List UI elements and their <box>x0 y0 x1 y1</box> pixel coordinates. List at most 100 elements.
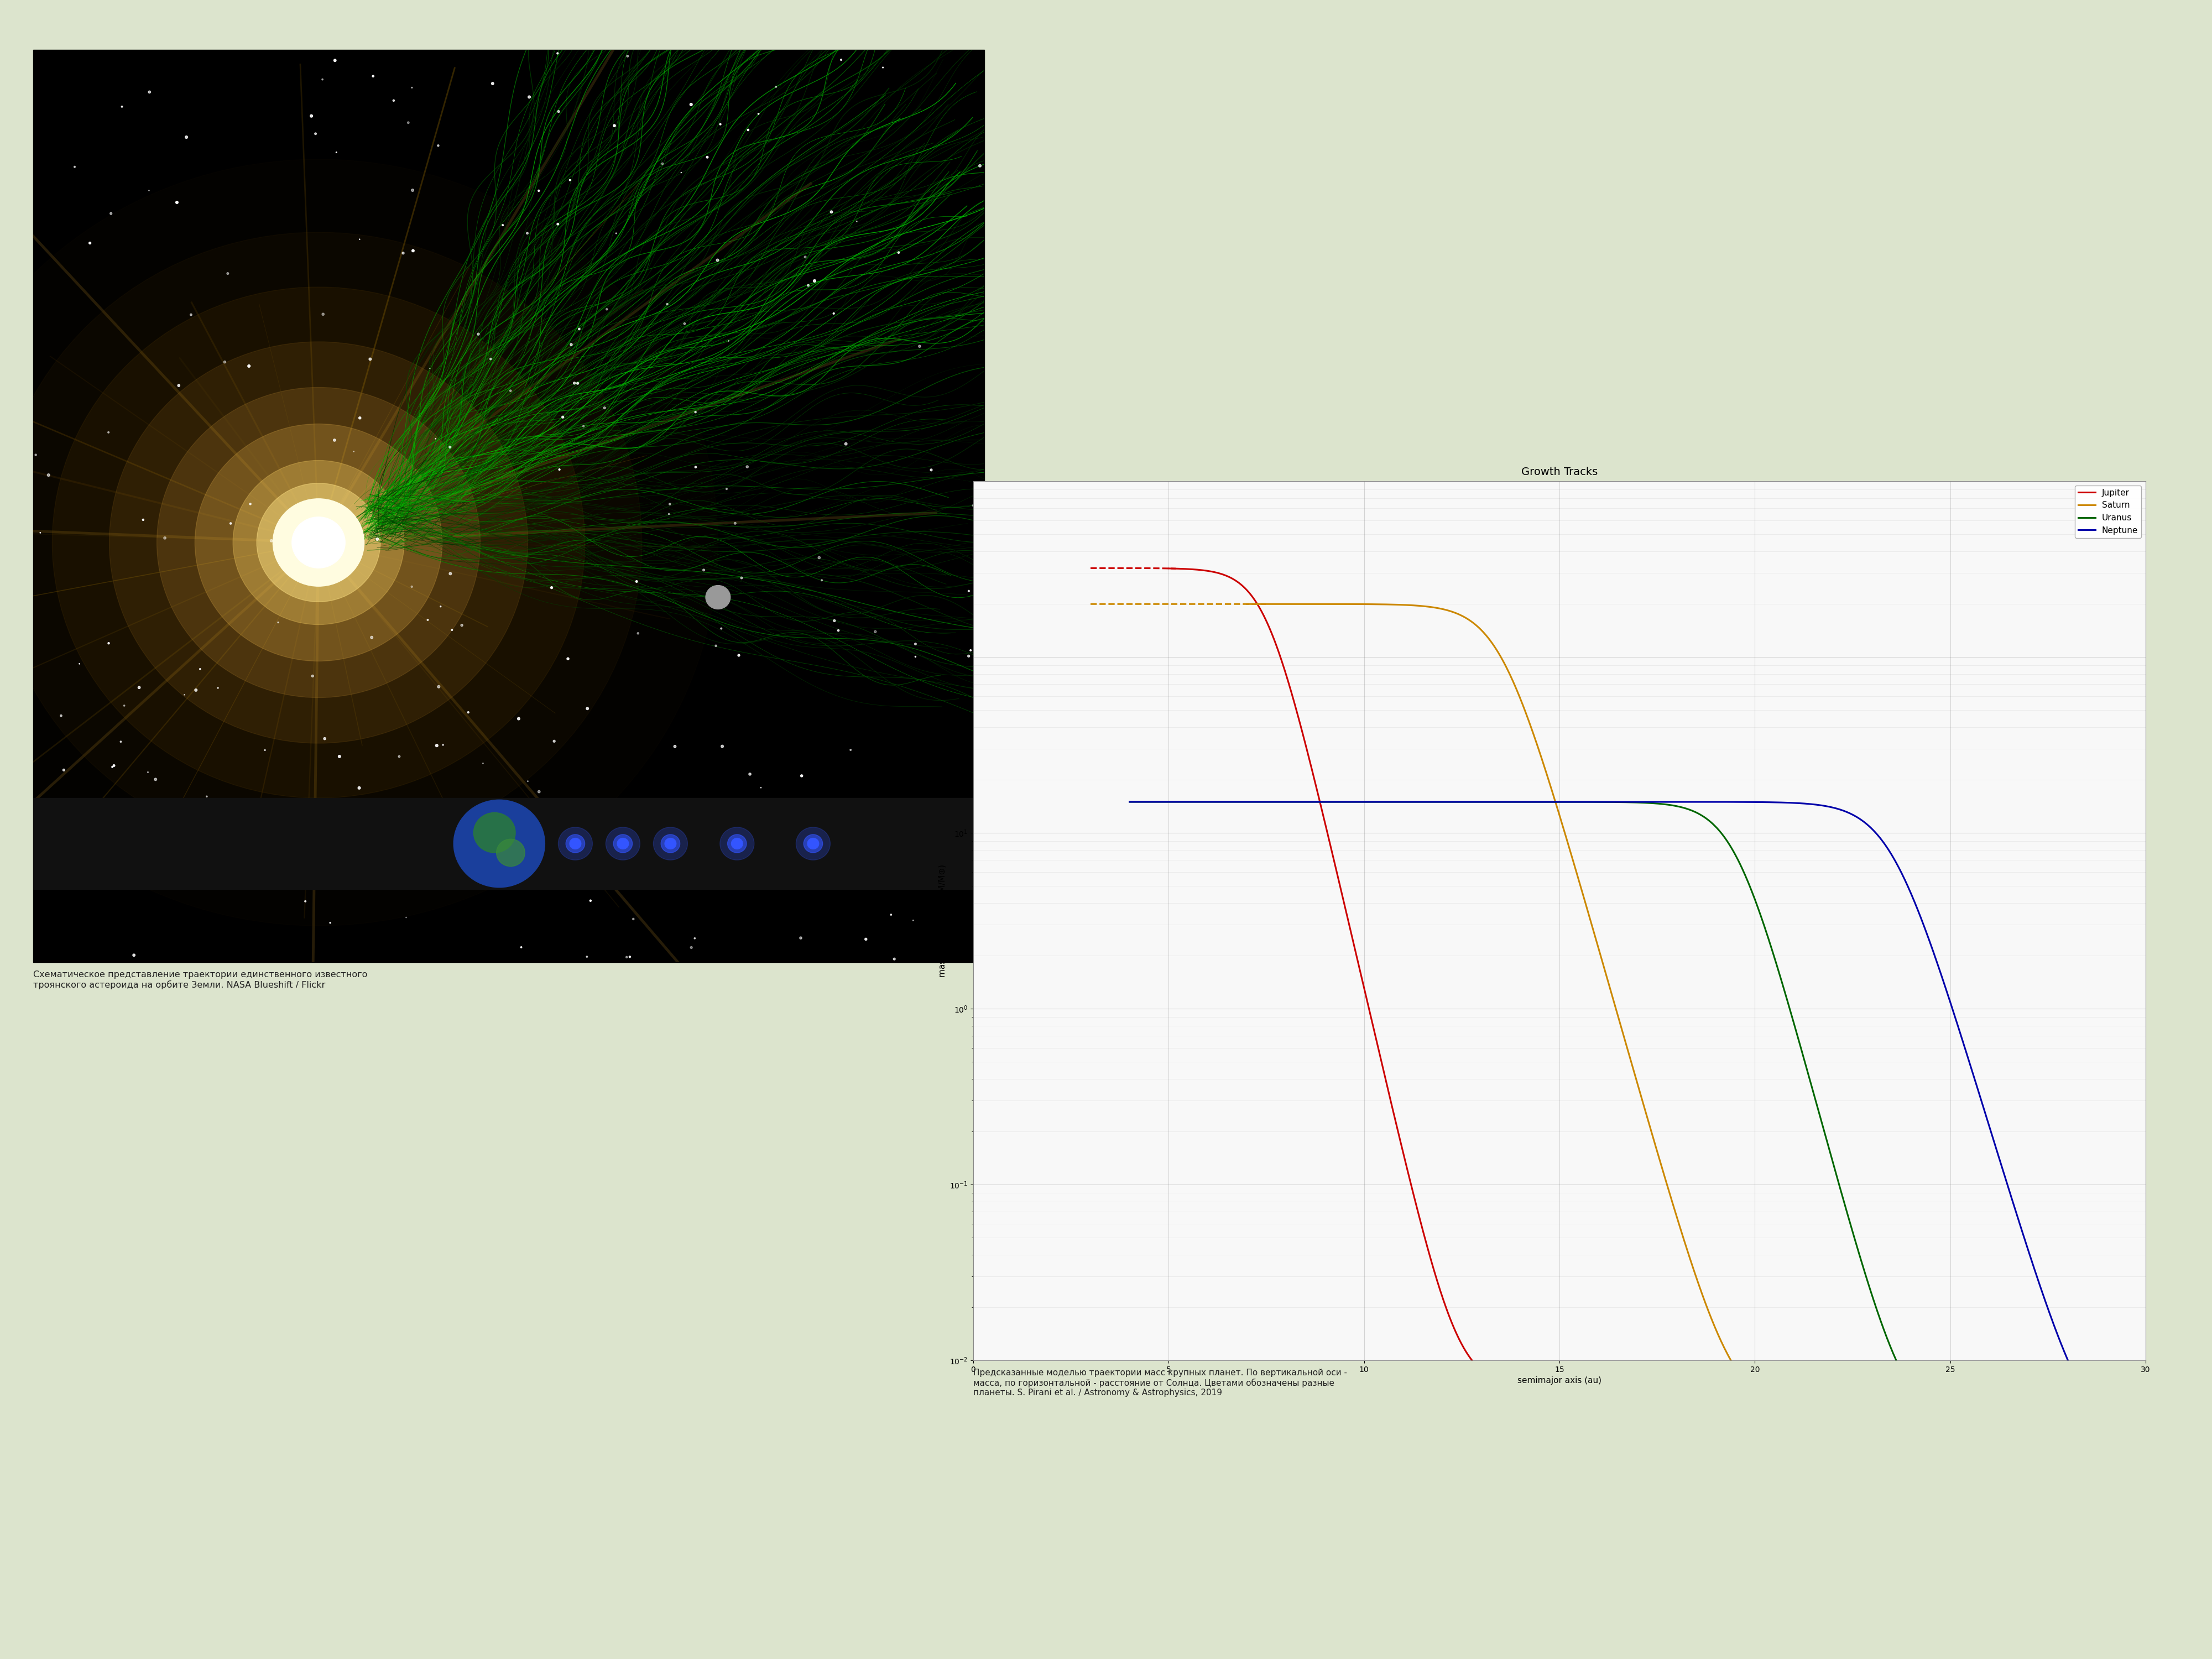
Point <box>686 557 721 584</box>
Point <box>787 244 823 270</box>
Point <box>97 752 133 778</box>
Point <box>316 426 352 453</box>
Point <box>949 856 984 883</box>
Point <box>46 757 82 783</box>
Point <box>542 833 577 859</box>
Point <box>422 594 458 620</box>
Point <box>392 109 427 136</box>
Circle shape <box>522 838 533 849</box>
Point <box>104 728 139 755</box>
Point <box>460 320 495 347</box>
Circle shape <box>108 342 529 743</box>
Point <box>288 888 323 914</box>
Point <box>312 909 347 936</box>
Point <box>898 644 933 670</box>
Point <box>168 124 204 151</box>
Point <box>783 924 818 951</box>
Point <box>790 272 825 299</box>
Point <box>288 564 323 591</box>
Circle shape <box>453 800 544 888</box>
Point <box>133 78 168 105</box>
Point <box>588 295 624 322</box>
Point <box>619 620 655 647</box>
Point <box>511 83 546 109</box>
Point <box>613 944 648 971</box>
Point <box>533 574 568 601</box>
Point <box>411 355 447 382</box>
Point <box>307 725 343 752</box>
Point <box>148 524 184 551</box>
Point <box>544 403 580 430</box>
Point <box>117 942 153 969</box>
Point <box>352 345 387 372</box>
Point <box>896 907 931 934</box>
Point <box>759 73 794 100</box>
Point <box>465 750 500 776</box>
Circle shape <box>232 460 405 625</box>
Point <box>723 564 759 591</box>
Point <box>708 476 743 503</box>
Point <box>538 728 573 755</box>
Point <box>179 677 215 703</box>
Circle shape <box>276 501 361 584</box>
Point <box>650 501 686 528</box>
Circle shape <box>719 828 754 859</box>
Point <box>551 645 586 672</box>
Circle shape <box>807 838 818 849</box>
Point <box>343 405 378 431</box>
Point <box>254 528 290 554</box>
Circle shape <box>606 828 639 859</box>
Point <box>914 456 949 483</box>
Circle shape <box>796 828 830 859</box>
Circle shape <box>571 838 582 849</box>
Point <box>294 103 330 129</box>
Circle shape <box>653 828 688 859</box>
Point <box>44 702 80 728</box>
Circle shape <box>803 834 823 853</box>
Point <box>208 348 243 375</box>
Point <box>126 506 161 533</box>
Circle shape <box>557 828 593 859</box>
Point <box>706 733 741 760</box>
Point <box>356 63 392 90</box>
Point <box>232 491 268 518</box>
Point <box>741 101 776 128</box>
Point <box>336 438 372 465</box>
Point <box>305 66 341 93</box>
Point <box>396 237 431 264</box>
Point <box>104 93 139 119</box>
Point <box>62 650 97 677</box>
Circle shape <box>728 834 748 853</box>
Point <box>608 944 644 971</box>
Point <box>484 212 520 239</box>
Point <box>434 617 469 644</box>
Point <box>653 491 688 518</box>
Point <box>323 866 358 893</box>
Circle shape <box>53 287 584 798</box>
Point <box>504 934 540 961</box>
Circle shape <box>195 425 442 660</box>
Point <box>139 871 175 898</box>
Title: Growth Tracks: Growth Tracks <box>1522 466 1597 478</box>
Point <box>599 221 635 247</box>
Point <box>473 345 509 372</box>
Y-axis label: mass of the planet (M/M⊕): mass of the planet (M/M⊕) <box>938 864 947 977</box>
Point <box>106 692 142 718</box>
Point <box>294 662 330 688</box>
Circle shape <box>566 834 584 853</box>
Point <box>648 816 684 843</box>
Point <box>666 310 701 337</box>
Point <box>540 40 575 66</box>
Circle shape <box>257 483 380 602</box>
Point <box>385 241 420 267</box>
Point <box>865 55 900 81</box>
Point <box>597 113 633 139</box>
Point <box>137 766 173 793</box>
Point <box>898 630 933 657</box>
Point <box>188 783 223 810</box>
Point <box>721 642 757 669</box>
Point <box>380 743 416 770</box>
Point <box>743 775 779 801</box>
Point <box>741 853 776 879</box>
Circle shape <box>292 518 345 567</box>
